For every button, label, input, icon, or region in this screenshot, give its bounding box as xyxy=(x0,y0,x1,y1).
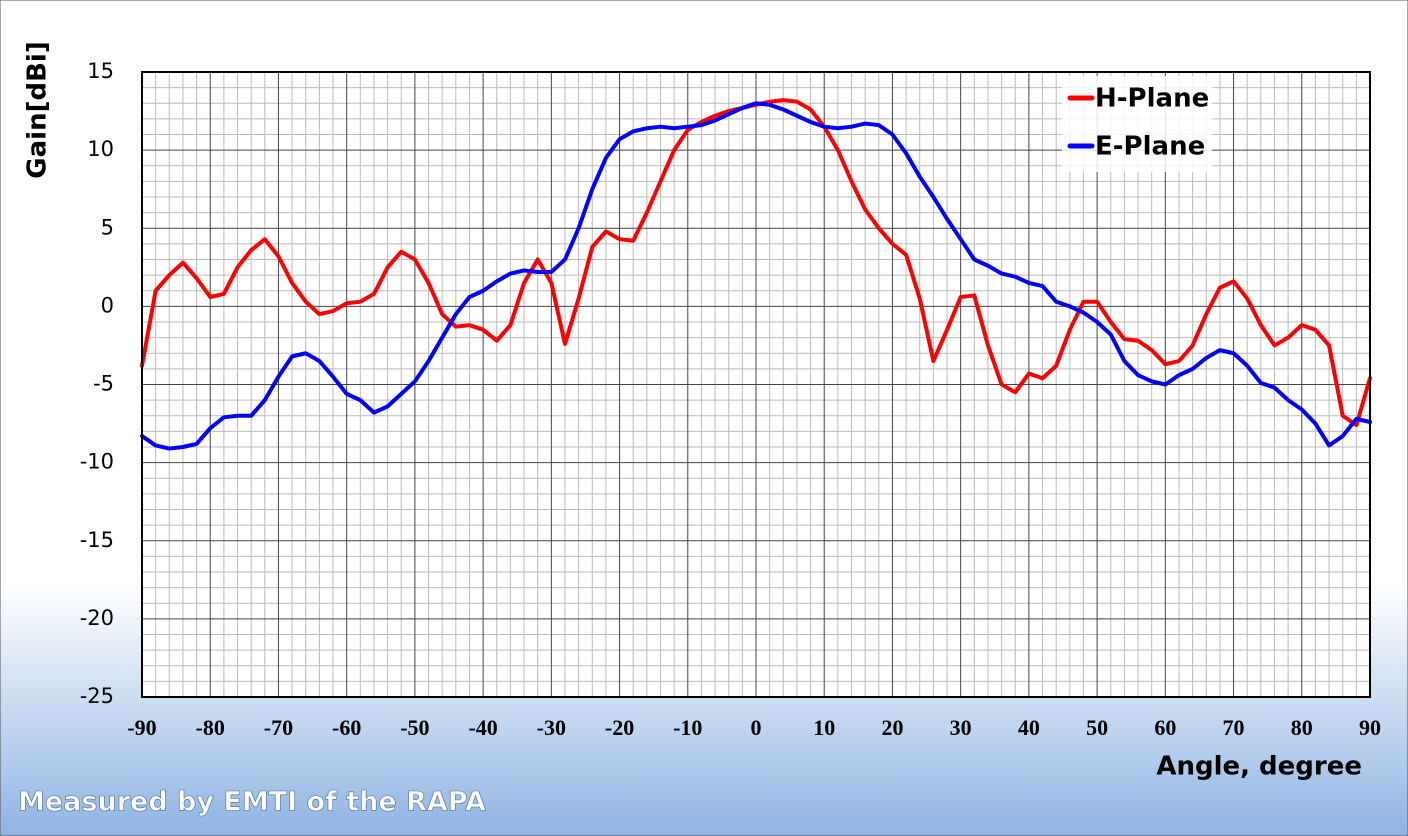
x-tick-label: 90 xyxy=(1359,715,1381,740)
y-tick-label: 5 xyxy=(101,215,114,239)
x-tick-label: -50 xyxy=(400,715,429,740)
x-tick-label: -60 xyxy=(332,715,361,740)
legend-label: H-Plane xyxy=(1095,84,1209,114)
plot-frame xyxy=(141,71,1371,698)
legend-label: E-Plane xyxy=(1095,132,1205,162)
x-tick-label: -20 xyxy=(605,715,634,740)
x-tick-label: 10 xyxy=(813,715,835,740)
x-tick-label: -70 xyxy=(264,715,293,740)
x-tick-label: -40 xyxy=(468,715,497,740)
x-tick-label: 60 xyxy=(1154,715,1176,740)
x-tick-label: 30 xyxy=(950,715,972,740)
x-tick-label: -30 xyxy=(537,715,566,740)
y-tick-label: 10 xyxy=(87,137,114,161)
x-axis-label: Angle, degree xyxy=(1156,752,1362,782)
x-tick-label: 40 xyxy=(1018,715,1040,740)
x-tick-label: -80 xyxy=(196,715,225,740)
y-tick-label: 15 xyxy=(87,59,114,83)
x-tick-label: 80 xyxy=(1291,715,1313,740)
x-tick-label: 0 xyxy=(751,715,762,740)
x-tick-label: 70 xyxy=(1223,715,1245,740)
x-tick-label: 50 xyxy=(1086,715,1108,740)
y-tick-label: -20 xyxy=(80,606,114,630)
x-tick-label: -90 xyxy=(127,715,156,740)
y-tick-label: 0 xyxy=(101,293,114,317)
series-line xyxy=(140,101,1372,451)
y-axis-label: Gain[dBi] xyxy=(23,41,53,178)
y-tick-label: -25 xyxy=(80,684,114,708)
y-tick-label: -10 xyxy=(80,450,114,474)
x-tick-label: 20 xyxy=(881,715,903,740)
y-tick-label: -15 xyxy=(80,528,114,552)
x-tick-label: -10 xyxy=(673,715,702,740)
legend-box xyxy=(1062,76,1212,172)
y-tick-label: -5 xyxy=(93,372,114,396)
footer: Measured by EMTI of the RAPA xyxy=(18,787,486,818)
